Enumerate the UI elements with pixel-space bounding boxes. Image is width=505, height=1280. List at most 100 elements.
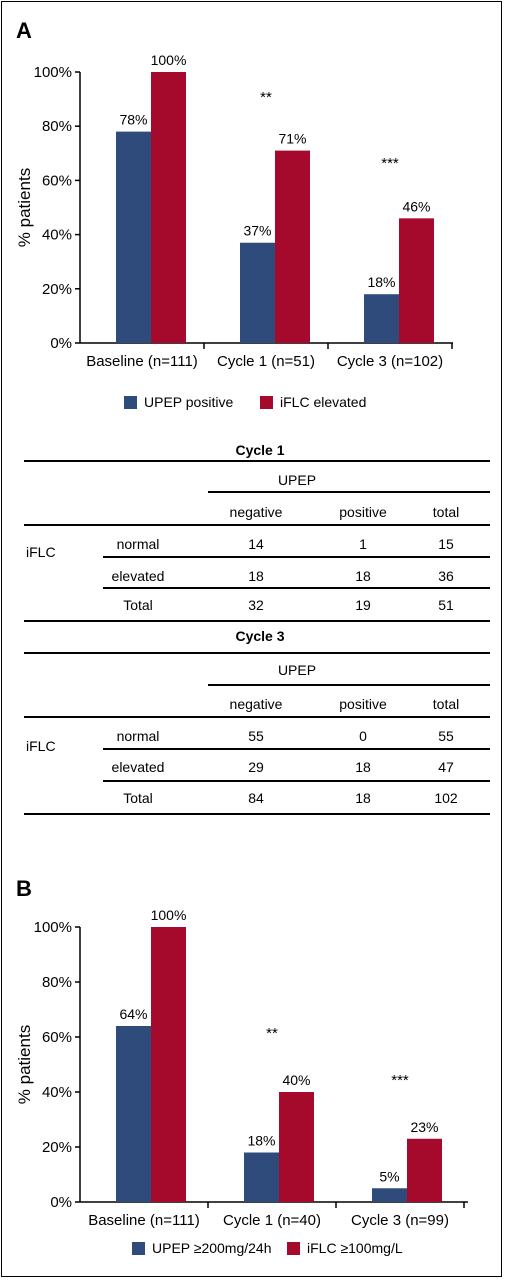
legend-swatch xyxy=(132,1242,145,1255)
y-axis-label: % patients xyxy=(15,168,34,247)
significance-annotation: ** xyxy=(260,89,272,106)
row-group-label: iFLC xyxy=(26,544,56,560)
legend-swatch xyxy=(287,1242,300,1255)
table-rule xyxy=(103,780,490,782)
data-label: 64% xyxy=(119,1006,147,1022)
chart-a: 0% 20% 40% 60% 80% 100% % patients 78% 100% Basel… xyxy=(15,52,453,410)
table-cell: 1 xyxy=(359,536,367,552)
table-cell: 14 xyxy=(248,536,264,552)
data-label: 18% xyxy=(367,274,395,290)
col-header: negative xyxy=(229,696,283,712)
panel-a-label: A xyxy=(16,18,32,43)
row-label: Total xyxy=(123,790,153,806)
table-cell: 29 xyxy=(248,759,264,775)
bar xyxy=(244,1152,279,1202)
data-label: 46% xyxy=(402,198,430,214)
row-label: elevated xyxy=(111,759,165,775)
col-header: positive xyxy=(339,504,387,520)
y-tick-label: 0% xyxy=(50,335,72,352)
bar xyxy=(151,927,186,1202)
data-label: 5% xyxy=(379,1168,399,1184)
table-cycle-1: Cycle 1 UPEP negative positive total iFL… xyxy=(0,430,505,622)
table-rule xyxy=(208,684,490,686)
y-tick-label: 100% xyxy=(34,64,72,81)
panel-b-label: B xyxy=(16,876,32,901)
table-title: Cycle 3 xyxy=(235,628,285,644)
y-tick-label: 60% xyxy=(42,1029,72,1046)
x-tick-label: Cycle 3 (n=99) xyxy=(351,1212,449,1229)
table-cell: 36 xyxy=(438,568,454,584)
table-cell: 19 xyxy=(355,597,371,613)
data-label: 71% xyxy=(278,131,306,147)
legend-label: UPEP ≥200mg/24h xyxy=(152,1240,272,1256)
table-cell: 0 xyxy=(359,728,367,744)
table-cell: 32 xyxy=(248,597,264,613)
legend-label: UPEP positive xyxy=(144,394,233,410)
bar xyxy=(407,1138,442,1202)
legend-swatch xyxy=(124,396,137,409)
data-label: 100% xyxy=(151,52,187,68)
x-tick-label: Cycle 1 (n=40) xyxy=(223,1212,321,1229)
table-cell: 15 xyxy=(438,536,454,552)
table-title: Cycle 1 xyxy=(235,442,285,458)
table-cell: 84 xyxy=(248,790,264,806)
table-rule xyxy=(24,813,490,815)
col-header: positive xyxy=(339,696,387,712)
table-rule xyxy=(103,748,490,750)
table-rule xyxy=(103,556,490,558)
col-header: total xyxy=(432,696,460,712)
data-label: 78% xyxy=(119,112,147,128)
y-tick-label: 80% xyxy=(42,118,72,135)
bar xyxy=(116,131,151,343)
bar xyxy=(372,1188,407,1202)
row-label: normal xyxy=(116,536,160,552)
table-cycle-3: Cycle 3 UPEP negative positive total iFL… xyxy=(0,622,505,815)
bar xyxy=(279,1092,314,1202)
y-tick-label: 100% xyxy=(34,919,72,936)
table-rule xyxy=(24,524,490,526)
chart-b: 0% 20% 40% 60% 80% 100% % patients 64% 100% Basel… xyxy=(15,907,468,1256)
table-rule xyxy=(24,716,490,718)
table-cell: 18 xyxy=(355,568,371,584)
y-tick-label: 0% xyxy=(50,1194,72,1211)
col-group-label: UPEP xyxy=(277,472,317,488)
y-tick-label: 60% xyxy=(42,172,72,189)
x-tick-label: Baseline (n=111) xyxy=(88,1212,200,1229)
bar xyxy=(275,150,310,343)
col-group-label: UPEP xyxy=(277,662,317,678)
legend-label: iFLC ≥100mg/L xyxy=(307,1240,403,1256)
y-tick-label: 40% xyxy=(42,1084,72,1101)
row-label: normal xyxy=(116,728,160,744)
table-rule xyxy=(24,620,490,622)
data-label: 100% xyxy=(151,907,187,923)
bar xyxy=(116,1026,151,1202)
table-rule xyxy=(24,652,490,654)
x-tick-label: Cycle 3 (n=102) xyxy=(337,353,443,370)
bar xyxy=(151,72,186,343)
table-rule xyxy=(24,460,490,462)
row-label: elevated xyxy=(111,568,165,584)
y-tick-label: 20% xyxy=(42,281,72,298)
legend-swatch xyxy=(260,396,273,409)
table-cell: 47 xyxy=(438,759,454,775)
table-cell: 51 xyxy=(438,597,454,613)
table-rule xyxy=(208,491,490,493)
bar xyxy=(240,242,275,343)
col-header: negative xyxy=(229,504,283,520)
x-tick-label: Cycle 1 (n=51) xyxy=(217,353,315,370)
y-axis-label: % patients xyxy=(15,1025,34,1104)
row-group-label: iFLC xyxy=(26,738,56,754)
table-cell: 18 xyxy=(355,759,371,775)
table-cell: 102 xyxy=(434,790,458,806)
table-cell: 18 xyxy=(248,568,264,584)
row-label: Total xyxy=(123,597,153,613)
x-tick-label: Baseline (n=111) xyxy=(86,353,198,370)
table-cell: 55 xyxy=(248,728,264,744)
data-label: 40% xyxy=(282,1072,310,1088)
significance-annotation: ** xyxy=(266,1025,278,1042)
table-rule xyxy=(103,587,490,589)
data-label: 18% xyxy=(247,1133,275,1149)
bar xyxy=(364,294,399,343)
